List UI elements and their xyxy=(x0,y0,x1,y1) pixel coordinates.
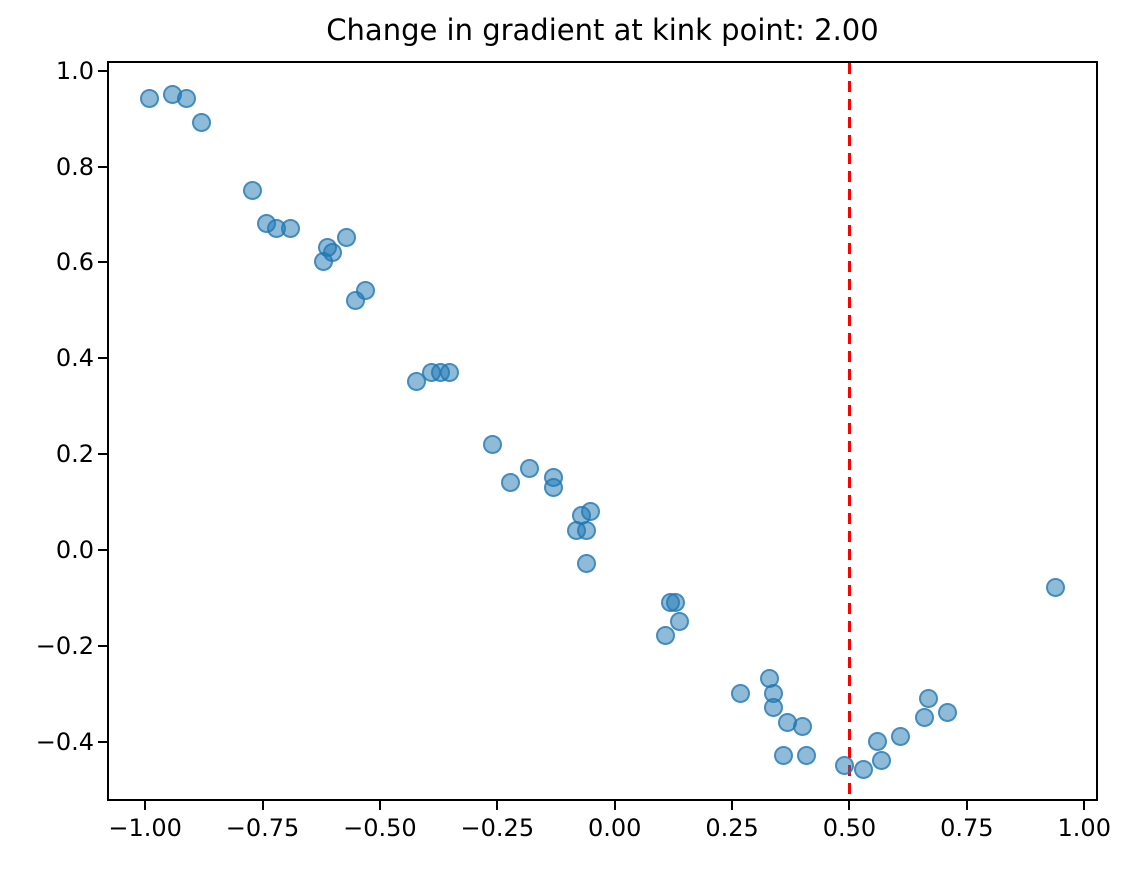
scatter-point xyxy=(337,228,357,248)
scatter-point xyxy=(440,362,460,382)
y-tick-mark xyxy=(98,740,107,743)
y-tick-label: 0.4 xyxy=(55,344,94,373)
x-tick-label: 1.00 xyxy=(1057,814,1111,842)
scatter-point xyxy=(482,434,502,454)
scatter-point xyxy=(313,252,333,272)
x-tick-mark xyxy=(496,801,499,810)
y-tick-mark xyxy=(98,357,107,360)
y-tick-mark xyxy=(98,165,107,168)
scatter-point xyxy=(797,746,817,766)
x-tick-label: 0.50 xyxy=(822,814,877,842)
y-tick-mark xyxy=(98,549,107,551)
scatter-point xyxy=(731,683,751,703)
scatter-point xyxy=(764,698,784,718)
scatter-point xyxy=(914,707,934,727)
scatter-point xyxy=(891,726,911,746)
scatter-point xyxy=(346,290,366,310)
scatter-point xyxy=(576,520,596,540)
x-tick-mark xyxy=(261,801,264,810)
y-tick-label: −0.4 xyxy=(35,727,94,756)
y-tick-label: 1.0 xyxy=(55,56,94,85)
scatter-point xyxy=(191,113,211,133)
x-tick-mark xyxy=(1083,801,1086,810)
chart-title: Change in gradient at kink point: 2.00 xyxy=(326,13,879,47)
scatter-point xyxy=(670,611,690,631)
x-tick-label: −0.75 xyxy=(225,814,300,842)
x-tick-mark xyxy=(613,801,616,810)
kink-point-vline xyxy=(847,63,852,799)
scatter-point xyxy=(773,746,793,766)
y-tick-mark xyxy=(98,644,107,647)
scatter-point xyxy=(407,372,427,392)
x-tick-label: −0.25 xyxy=(460,814,535,842)
y-tick-mark xyxy=(98,453,107,456)
scatter-point xyxy=(853,760,873,780)
x-tick-mark xyxy=(731,801,734,810)
scatter-point xyxy=(919,688,939,708)
y-tick-label: 0.2 xyxy=(55,440,94,469)
y-tick-label: 0.6 xyxy=(55,248,94,277)
scatter-point xyxy=(1046,578,1066,598)
scatter-point xyxy=(243,180,263,200)
y-tick-label: 0.8 xyxy=(55,152,94,181)
scatter-point xyxy=(177,89,197,109)
x-tick-label: 0.00 xyxy=(587,814,642,842)
x-tick-label: 0.25 xyxy=(705,814,759,842)
scatter-point xyxy=(501,472,521,492)
scatter-point xyxy=(543,477,563,497)
x-tick-mark xyxy=(144,801,147,810)
scatter-point xyxy=(576,554,596,574)
scatter-point xyxy=(938,702,958,722)
x-tick-label: −1.00 xyxy=(108,814,182,842)
y-tick-mark xyxy=(98,69,107,72)
scatter-point xyxy=(280,218,300,238)
scatter-point xyxy=(872,750,892,770)
x-tick-label: −0.50 xyxy=(343,814,417,842)
scatter-point xyxy=(834,755,854,775)
plot-area: −1.00 −0.75 −0.50 −0.25 0.00 0.25 0.50 0.75 1.00… xyxy=(36,57,1111,842)
y-tick-label: 0.0 xyxy=(55,536,94,564)
scatter-point xyxy=(139,89,159,109)
scatter-point xyxy=(520,458,540,478)
y-tick-label: −0.2 xyxy=(35,631,94,660)
scatter-point xyxy=(867,731,887,751)
y-tick-mark xyxy=(98,261,107,264)
scatter-point xyxy=(792,717,812,737)
scatter-point xyxy=(656,626,676,646)
x-tick-mark xyxy=(848,801,851,810)
x-tick-mark xyxy=(965,801,968,810)
scatter-point xyxy=(665,592,685,612)
x-tick-label: 0.75 xyxy=(940,814,994,842)
x-tick-mark xyxy=(378,801,381,810)
scatter-point xyxy=(581,501,601,521)
